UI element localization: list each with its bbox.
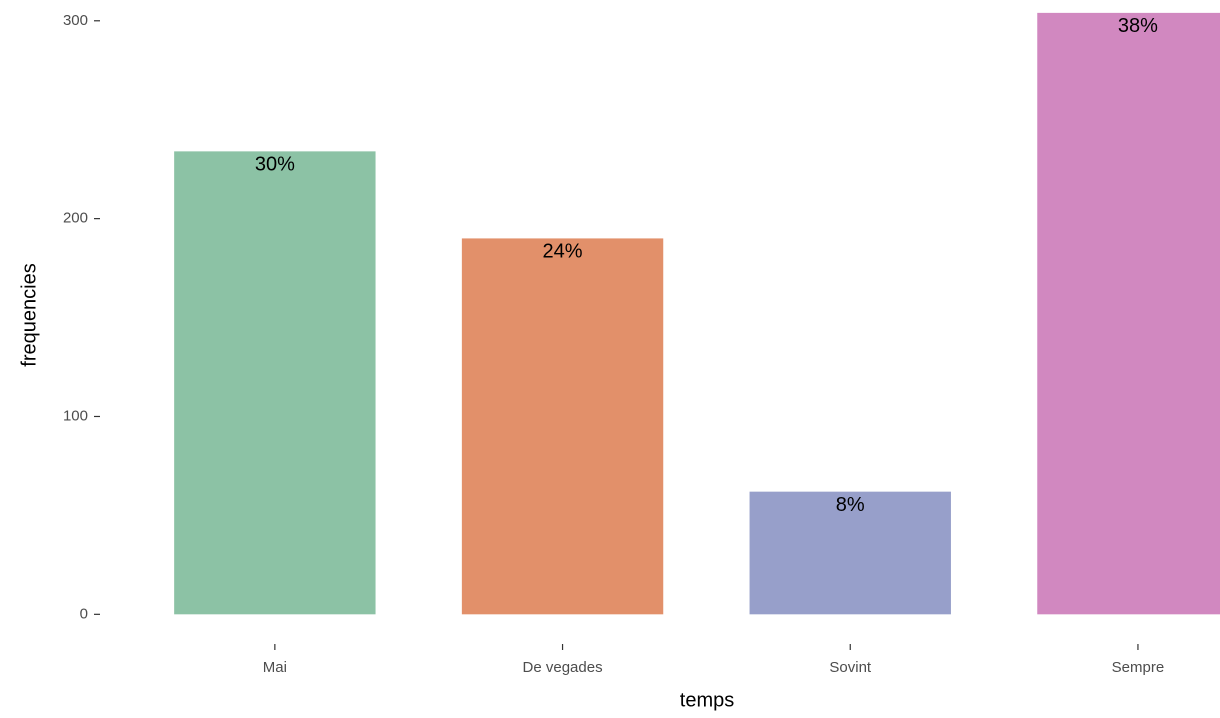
bar-label: 8% bbox=[836, 494, 865, 516]
y-tick-label: 300 bbox=[63, 12, 88, 29]
bar bbox=[174, 151, 376, 615]
bar bbox=[749, 491, 951, 615]
x-tick-label: Mai bbox=[263, 659, 287, 676]
bar-label: 30% bbox=[255, 154, 295, 176]
bar-label: 38% bbox=[1118, 15, 1158, 37]
y-axis-title: frequencies bbox=[18, 263, 40, 366]
x-tick-label: Sempre bbox=[1112, 659, 1165, 676]
x-tick-label: De vegades bbox=[523, 659, 603, 676]
x-tick-label: Sovint bbox=[829, 659, 872, 676]
y-tick-label: 100 bbox=[63, 407, 88, 424]
bar bbox=[461, 238, 664, 615]
bar bbox=[1037, 12, 1220, 615]
x-axis-title: temps bbox=[680, 689, 734, 711]
bar-label: 24% bbox=[543, 241, 583, 263]
y-tick-label: 200 bbox=[63, 210, 88, 227]
y-tick-label: 0 bbox=[80, 605, 88, 622]
